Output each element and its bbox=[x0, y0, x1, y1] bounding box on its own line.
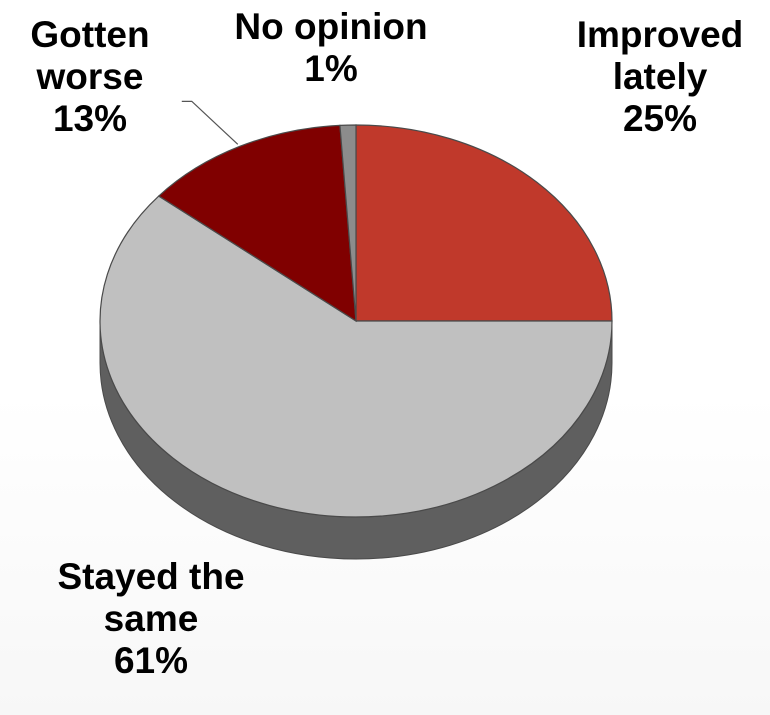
pie-slice-gotten-worse bbox=[157, 124, 357, 323]
label-improved-lately: Improved lately 25% bbox=[545, 14, 770, 140]
pie-slice-improved-lately bbox=[355, 124, 613, 322]
label-stayed-the-same: Stayed the same 61% bbox=[20, 556, 282, 682]
label-worse-percent: 13% bbox=[52, 98, 128, 139]
leader-line-gotten-worse bbox=[181, 100, 239, 145]
label-improved-line-1: Improved bbox=[576, 14, 744, 55]
label-stayed-line-2: same bbox=[103, 598, 199, 639]
label-no-opinion-line-1: No opinion bbox=[234, 6, 428, 47]
label-no-opinion-percent: 1% bbox=[304, 48, 358, 89]
pie-slice-no-opinion bbox=[339, 124, 357, 322]
label-improved-percent: 25% bbox=[622, 98, 698, 139]
label-worse-line-1: Gotten bbox=[30, 14, 150, 55]
label-stayed-percent: 61% bbox=[113, 640, 189, 681]
label-worse-line-2: worse bbox=[36, 56, 144, 97]
label-stayed-line-1: Stayed the bbox=[57, 556, 245, 597]
pie-slice-stayed-the-same bbox=[99, 195, 613, 518]
label-gotten-worse: Gotten worse 13% bbox=[0, 14, 180, 140]
label-improved-line-2: lately bbox=[612, 56, 708, 97]
label-no-opinion: No opinion 1% bbox=[196, 6, 466, 90]
